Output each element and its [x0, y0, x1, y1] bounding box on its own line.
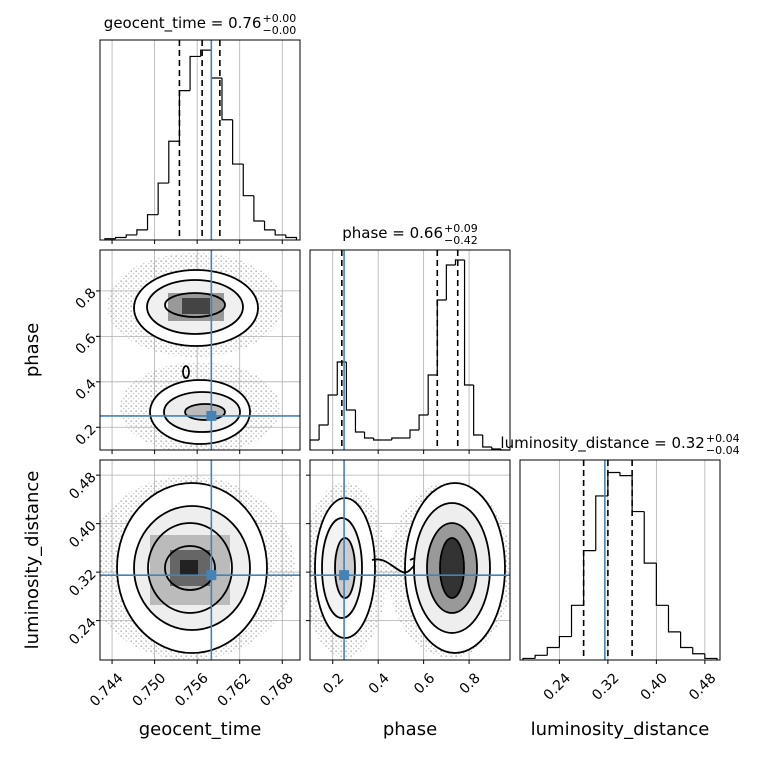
histogram-bin	[168, 140, 180, 184]
histogram-bin	[125, 234, 137, 238]
x-tick-label: 0.6	[411, 670, 438, 697]
panel-title: phase = 0.66	[342, 224, 443, 242]
histogram-bin	[619, 472, 633, 477]
y-axis-label: luminosity_distance	[22, 471, 43, 650]
histogram-bin	[263, 221, 276, 231]
histogram-bin	[189, 55, 201, 91]
histogram-bin	[607, 471, 620, 496]
title-upper-error: +0.09	[444, 222, 478, 235]
x-tick-label: 0.32	[589, 670, 622, 703]
histogram-bin	[473, 385, 483, 436]
histogram-bin	[409, 429, 420, 438]
truth-marker	[206, 410, 217, 421]
histogram-bin	[221, 77, 233, 121]
histogram-bin	[345, 362, 356, 411]
title-lower-error: −0.04	[706, 444, 740, 457]
y-tick-label: 0.40	[66, 518, 99, 551]
x-axis-label: luminosity_distance	[531, 719, 710, 740]
histogram-bin	[318, 424, 329, 440]
y-tick-label: 0.8	[73, 285, 100, 312]
histogram-bin	[242, 164, 254, 197]
x-tick-label: 0.756	[172, 670, 212, 710]
x-tick-label: 0.750	[130, 670, 170, 710]
histogram-bin	[418, 414, 429, 430]
histogram-bin	[454, 259, 465, 265]
histogram-bin	[178, 90, 191, 142]
panel-frame	[99, 249, 301, 451]
histogram-bin	[463, 260, 474, 386]
x-tick-label: 0.48	[686, 670, 719, 703]
histogram-bin	[680, 631, 693, 649]
histogram-bin	[200, 49, 212, 57]
histogram-bin	[436, 299, 447, 375]
x-tick-label: 0.8	[457, 670, 484, 697]
histogram-bin	[631, 475, 645, 513]
histogram-bin	[692, 647, 705, 655]
panel-frame	[99, 459, 301, 661]
histogram-bin	[655, 563, 669, 606]
x-tick-label: 0.744	[87, 670, 127, 710]
histogram-bin	[157, 182, 169, 215]
histogram-bin	[583, 550, 596, 606]
title-lower-error: −0.00	[262, 24, 296, 37]
title-upper-error: +0.04	[706, 432, 740, 445]
title-lower-error: −0.42	[444, 234, 478, 247]
y-axis-label: phase	[22, 323, 43, 377]
histogram-bin	[391, 437, 401, 440]
x-axis-label: phase	[383, 719, 437, 740]
panel-title: geocent_time = 0.76	[104, 14, 262, 33]
title-upper-error: +0.00	[262, 12, 296, 25]
density-lumdist-vs-geocent	[100, 476, 295, 660]
x-tick-label: 0.768	[257, 670, 297, 710]
histogram-bin	[309, 439, 320, 450]
y-tick-label: 0.24	[66, 615, 99, 648]
density-lumdist-vs-phase	[310, 482, 510, 658]
y-tick-label: 0.2	[73, 422, 100, 449]
histogram-bin	[643, 511, 657, 564]
histogram-bin	[558, 635, 572, 648]
panel-frame	[309, 249, 511, 451]
panel-frame	[309, 459, 511, 661]
x-tick-label: 0.24	[541, 670, 574, 703]
density-phase-vs-geocent	[107, 253, 283, 450]
histogram-bin	[595, 495, 608, 551]
histogram-bin	[136, 229, 148, 235]
x-tick-label: 0.762	[215, 670, 255, 710]
y-tick-label: 0.6	[73, 331, 100, 358]
histogram-bin	[570, 604, 584, 637]
histogram-bin	[427, 374, 438, 415]
histogram-bin	[445, 264, 456, 300]
histogram-bin	[534, 654, 548, 659]
histogram-bin	[373, 438, 383, 441]
panel-frame	[519, 459, 721, 661]
histogram-bin	[667, 605, 681, 633]
y-tick-label: 0.48	[66, 469, 99, 502]
histogram-bin	[363, 432, 374, 439]
x-tick-label: 0.4	[366, 670, 393, 697]
x-tick-label: 0.2	[320, 670, 347, 697]
histogram-bin	[327, 394, 338, 425]
y-tick-label: 0.32	[66, 566, 99, 599]
panel-title: luminosity_distance = 0.32	[500, 434, 704, 453]
histogram-bin	[232, 119, 244, 165]
x-axis-label: geocent_time	[139, 719, 262, 740]
truth-marker	[206, 570, 217, 581]
histogram-bin	[354, 410, 365, 433]
histogram-bin	[146, 214, 159, 230]
histogram-bin	[491, 447, 501, 450]
histogram-bin	[522, 657, 536, 660]
x-tick-label: 0.40	[638, 670, 671, 703]
histogram-bin	[274, 229, 286, 236]
histogram-bin	[546, 646, 560, 656]
truth-marker	[339, 570, 350, 581]
y-tick-label: 0.4	[73, 376, 100, 403]
histogram-bin	[285, 234, 298, 240]
histogram-bin	[482, 435, 492, 448]
histogram-bin	[704, 653, 718, 660]
panel-frame	[99, 39, 301, 241]
histogram-bin	[115, 236, 127, 239]
histogram-bin	[253, 195, 265, 222]
